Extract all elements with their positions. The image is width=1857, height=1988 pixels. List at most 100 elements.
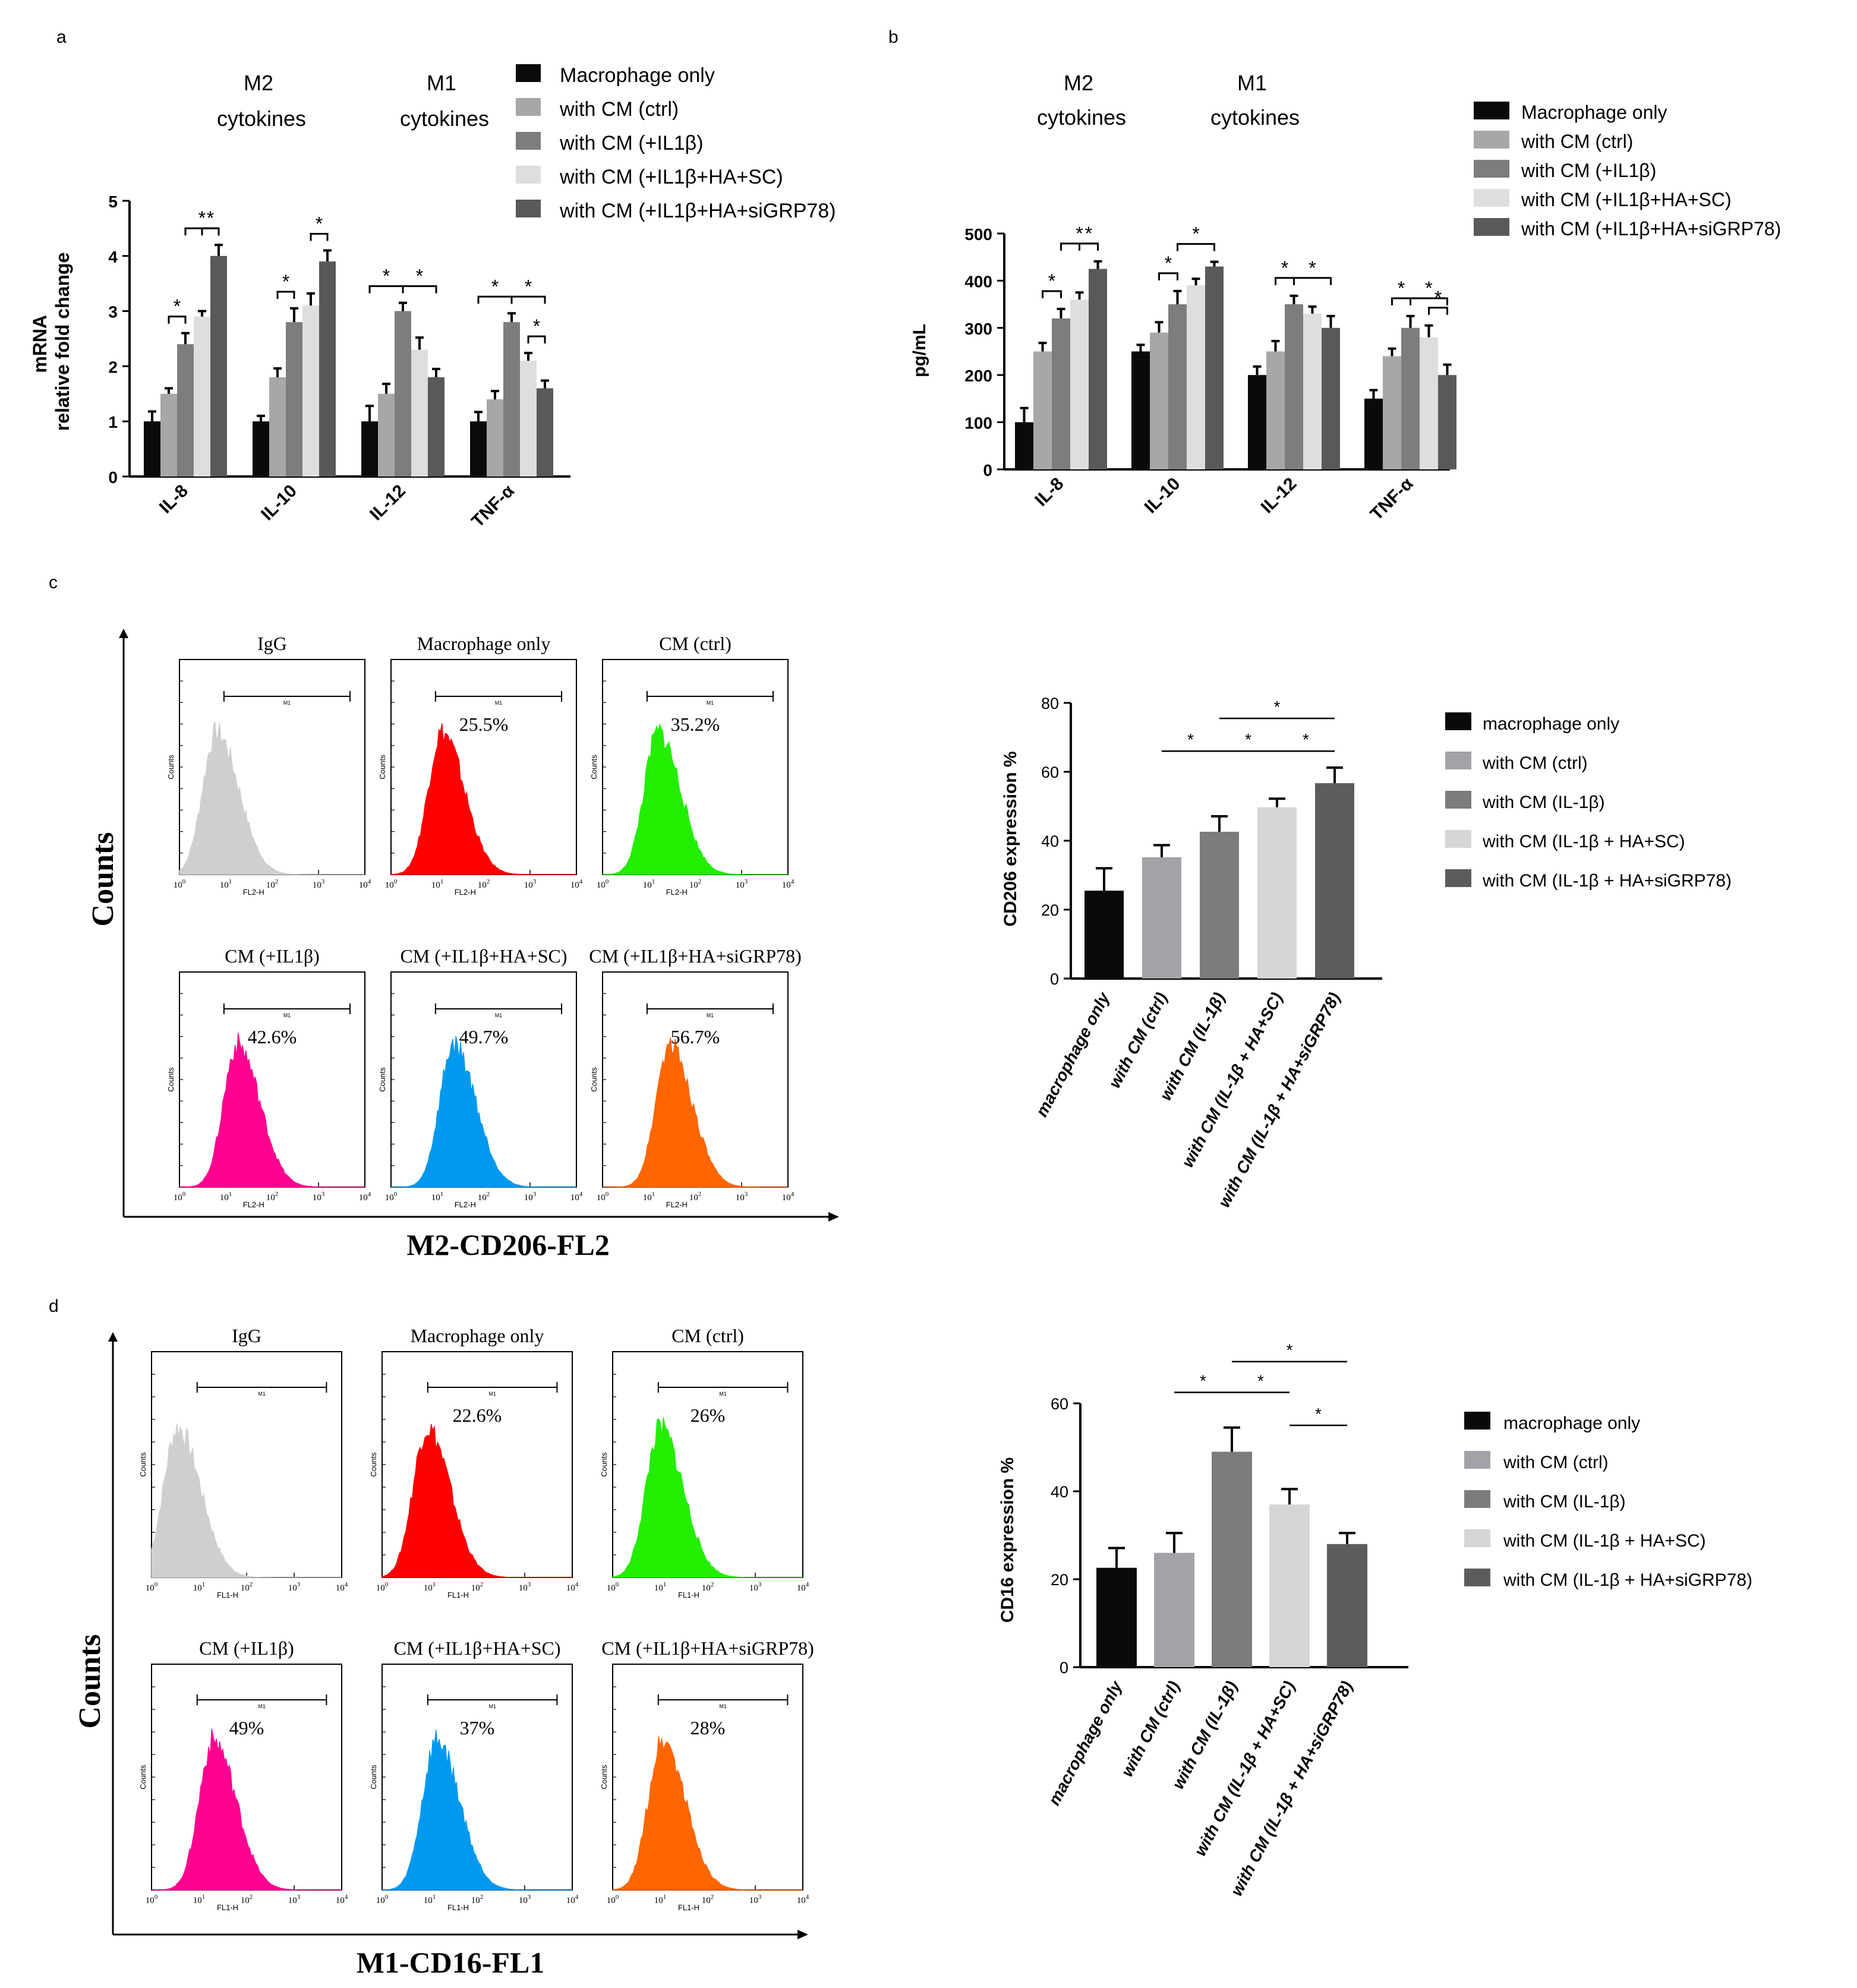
panel-d-legend-label-3: with CM (IL-1β + HA+SC) [1503, 1531, 1706, 1551]
panel-d-histogram-title: CM (+IL1β+HA+SC) [393, 1637, 560, 1659]
panel-b-significance-star: * [1076, 223, 1083, 244]
panel-d-gate-label: M1 [488, 1391, 496, 1397]
panel-c-y-tick-label: 80 [1041, 695, 1059, 712]
panel-b-bar [1322, 327, 1340, 469]
panel-d-histogram-curve [151, 1424, 342, 1578]
panel-c-histogram-x-label: FL2-H [666, 888, 688, 897]
panel-c-y-tick-label: 60 [1041, 763, 1059, 781]
panel-c-percent-label: 35.2% [671, 714, 720, 735]
panel-d-gate-label: M1 [488, 1703, 496, 1709]
panel-a-bar [487, 399, 503, 477]
panel-b-bar [1285, 304, 1303, 469]
panel-a-significance-bracket [310, 233, 329, 241]
panel-c-histogram-frame [602, 659, 789, 875]
panel-c-letter: c [49, 573, 58, 592]
panel-c-significance-star: * [1245, 730, 1251, 749]
panel-c-bar [1257, 807, 1297, 979]
panel-d-bar [1269, 1504, 1310, 1667]
panel-c-flow-axes: Counts M2-CD206-FL2 [86, 629, 839, 1261]
panel-c-legend-label-0: macrophage only [1483, 714, 1619, 734]
panel-b-bar [1150, 332, 1168, 469]
panel-b-significance-star: * [1281, 257, 1288, 279]
panel-c-histogram-x-label: FL2-H [243, 1200, 264, 1209]
panel-b-y-tick-label: 300 [964, 320, 992, 338]
panel-c-histogram-y-label: Counts [378, 1067, 387, 1092]
panel-b-significance-bracket [1158, 272, 1178, 280]
panel-c-bar [1315, 783, 1354, 979]
panel-d-histogram-x-label: FL1-H [678, 1591, 699, 1599]
panel-d-histogram-x-label: FL1-H [217, 1903, 238, 1912]
panel-d-histogram-curve [382, 1424, 572, 1578]
panel-d-y-tick-label: 40 [1051, 1483, 1068, 1501]
panel-a-letter: a [56, 27, 67, 47]
panel-c-histogram-y-label: Counts [589, 1067, 598, 1092]
panel-d-legend-label-2: with CM (IL-1β) [1503, 1492, 1626, 1511]
panel-a-bar [520, 361, 537, 477]
panel-c-gate-label: M1 [495, 1012, 503, 1018]
panel-c-histogram: CM (+IL1β+HA+siGRP78)100 101 102 103 104FL2-… [589, 945, 802, 1209]
panel-a-legend: Macrophage only with CM (ctrl) with CM (… [516, 64, 836, 222]
panel-c-percent-label: 56.7% [671, 1026, 720, 1047]
panel-d-legend-swatch-1 [1464, 1451, 1490, 1469]
panel-c-histogram-curve [179, 1033, 365, 1188]
panel-c-histogram: CM (ctrl)100 101 102 103 104FL2-HCountsM135.… [589, 633, 794, 897]
panel-b-legend-swatch-1 [1474, 131, 1509, 149]
panel-a-significance-star: * [383, 266, 390, 287]
panel-a-bar [194, 316, 210, 477]
panel-d-legend-label-1: with CM (ctrl) [1503, 1453, 1609, 1472]
panel-b-legend-swatch-3 [1474, 189, 1509, 207]
panel-b-significance-star: * [1434, 287, 1442, 308]
panel-c-histogram-title: CM (ctrl) [659, 633, 732, 654]
panel-a-significance-star: * [316, 213, 323, 235]
panel-a-bar [537, 388, 553, 477]
panel-c-histogram-x-label: FL2-H [243, 888, 264, 897]
panel-c-histogram-y-label: Counts [589, 755, 598, 780]
panel-b-bar [1248, 375, 1266, 469]
panel-c-histogram-title: CM (+IL1β) [225, 945, 320, 967]
panel-c-marker-label: M2-CD206-FL2 [406, 1228, 610, 1261]
panel-c-histogram: CM (+IL1β)100 101 102 103 104FL2-HCountsM142… [166, 945, 371, 1209]
panel-b-bar [1383, 356, 1401, 469]
panel-d-y-tick-label: 0 [1060, 1659, 1068, 1677]
panel-b-letter: b [888, 27, 898, 47]
panel-d-histogram-x-label: FL1-H [217, 1591, 238, 1599]
panel-b-y-tick-label: 400 [964, 272, 992, 291]
panel-a-significance-bracket [168, 315, 187, 324]
panel-a-bar [286, 322, 302, 477]
panel-c-histogram-x-label: FL2-H [455, 888, 476, 897]
panel-c-histogram-y-label: Counts [378, 755, 387, 780]
panel-c-histogram: CM (+IL1β+HA+SC)100 101 102 103 104FL2-HCoun… [378, 945, 583, 1209]
panel-c-gate-label: M1 [707, 700, 714, 706]
panel-a-legend-label-2: with CM (+IL1β) [559, 132, 704, 154]
panel-b-significance-star: * [1398, 277, 1405, 299]
panel-d-percent-label: 28% [691, 1717, 726, 1738]
panel-d-histogram-y-label: Counts [138, 1452, 147, 1477]
panel-b-bar [1364, 398, 1383, 469]
panel-b-legend-label-1: with CM (ctrl) [1521, 131, 1633, 152]
panel-c-percent-label: 25.5% [459, 714, 509, 735]
panel-c-histogram-title: CM (+IL1β+HA+siGRP78) [589, 945, 802, 967]
panel-a-y-tick-label: 3 [108, 303, 118, 321]
panel-a-bar [210, 255, 227, 477]
panel-c-gate-label: M1 [707, 1012, 714, 1018]
panel-b-bar [1205, 266, 1224, 469]
panel-d-histogram-x-label: FL1-H [678, 1903, 699, 1912]
panel-d-histogram: CM (+IL1β+HA+SC)100 101 102 103 104FL1-HCoun… [369, 1637, 579, 1912]
panel-d-bar [1154, 1552, 1194, 1667]
panel-c-gate-label: M1 [283, 700, 291, 706]
panel-a-significance-star: * [525, 276, 532, 297]
panel-a-bar [144, 421, 160, 477]
panel-d-histogram-title: IgG [232, 1325, 261, 1346]
panel-d-percent-label: 37% [460, 1717, 495, 1738]
panel-a-legend-swatch-4 [516, 200, 541, 217]
panel-c-significance-star: * [1274, 698, 1281, 716]
panel-b-bar [1420, 337, 1438, 469]
panel-b-legend-label-0: Macrophage only [1521, 102, 1667, 123]
panel-c-bar [1142, 857, 1181, 979]
panel-b-significance-bracket [1079, 242, 1099, 251]
